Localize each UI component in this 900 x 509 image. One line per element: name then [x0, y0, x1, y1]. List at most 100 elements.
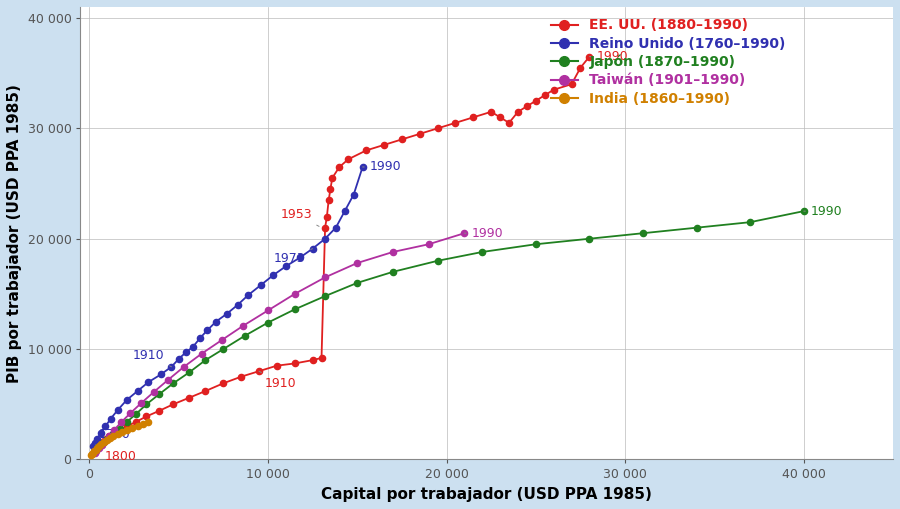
Point — [98, 437, 112, 445]
Text: 1800: 1800 — [104, 444, 137, 463]
Point — [86, 442, 100, 450]
Point — [582, 235, 597, 243]
Point — [94, 429, 108, 437]
Point — [140, 412, 154, 420]
Point — [323, 185, 338, 193]
Point — [89, 445, 104, 454]
Text: 1990: 1990 — [804, 205, 842, 218]
Point — [528, 240, 543, 248]
Point — [511, 108, 526, 116]
Point — [120, 426, 134, 434]
Point — [377, 141, 392, 149]
Point — [152, 390, 166, 399]
Point — [266, 271, 281, 279]
Text: 1973: 1973 — [274, 249, 312, 265]
Point — [230, 301, 245, 309]
Point — [92, 442, 106, 450]
Point — [96, 438, 111, 446]
Point — [386, 268, 400, 276]
Point — [216, 379, 230, 387]
Point — [111, 430, 125, 438]
Point — [430, 124, 445, 132]
Point — [84, 451, 98, 459]
Point — [270, 361, 284, 370]
Point — [171, 355, 185, 363]
Point — [412, 130, 427, 138]
Point — [94, 440, 109, 448]
Point — [234, 373, 248, 381]
Point — [147, 388, 161, 396]
Point — [129, 410, 143, 418]
Point — [209, 318, 223, 326]
Point — [356, 163, 370, 171]
Point — [346, 190, 361, 199]
Point — [102, 432, 116, 440]
Point — [125, 423, 140, 432]
Point — [141, 378, 156, 386]
Point — [102, 432, 116, 440]
Point — [99, 434, 113, 442]
Point — [386, 248, 400, 256]
Point — [292, 253, 307, 262]
Point — [94, 441, 108, 449]
Point — [252, 367, 266, 375]
Text: 1910: 1910 — [132, 349, 172, 367]
Point — [493, 113, 508, 121]
Point — [220, 309, 234, 318]
Point — [395, 135, 410, 144]
Point — [796, 207, 811, 215]
Point — [350, 279, 365, 287]
Point — [182, 368, 196, 376]
Point — [457, 229, 472, 237]
Point — [152, 407, 166, 415]
Point — [100, 436, 114, 444]
Point — [305, 356, 320, 364]
Point — [103, 434, 117, 442]
Point — [97, 438, 112, 446]
Point — [238, 332, 252, 340]
Point — [287, 305, 302, 314]
Point — [502, 119, 517, 127]
Point — [178, 348, 193, 356]
Point — [689, 223, 704, 232]
Point — [114, 418, 129, 426]
Point — [165, 363, 179, 371]
Text: 1910: 1910 — [259, 371, 296, 390]
Point — [287, 290, 302, 298]
Point — [130, 421, 145, 430]
Point — [154, 371, 168, 379]
Text: 1760: 1760 — [95, 428, 130, 445]
Point — [350, 259, 365, 267]
Point — [85, 450, 99, 458]
Point — [106, 432, 121, 440]
Point — [475, 248, 490, 256]
Point — [359, 147, 374, 155]
Point — [332, 163, 347, 171]
Point — [198, 356, 212, 364]
Point — [200, 326, 214, 334]
Point — [98, 422, 112, 431]
Point — [94, 441, 109, 449]
Point — [176, 363, 191, 371]
Point — [261, 319, 275, 327]
Point — [92, 444, 106, 453]
Point — [115, 428, 130, 436]
Point — [100, 434, 114, 442]
Point — [287, 359, 302, 367]
Point — [123, 409, 138, 417]
Point — [582, 52, 597, 61]
Point — [104, 414, 118, 422]
Point — [129, 418, 143, 426]
Point — [537, 91, 552, 99]
Point — [166, 400, 181, 408]
Point — [261, 306, 275, 315]
Point — [318, 292, 332, 300]
Point — [87, 439, 102, 447]
Point — [90, 434, 104, 442]
Point — [87, 447, 102, 455]
Text: 1990: 1990 — [363, 160, 401, 174]
Point — [111, 406, 125, 414]
Point — [448, 119, 463, 127]
Point — [216, 345, 230, 353]
Point — [120, 396, 134, 404]
